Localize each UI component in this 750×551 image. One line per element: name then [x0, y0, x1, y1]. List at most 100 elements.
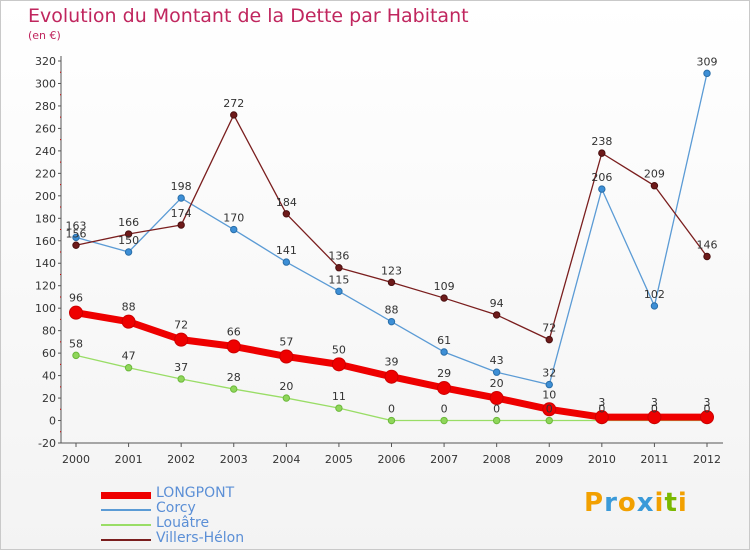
data-label-louatre: 11	[332, 390, 346, 403]
logo-letter: i	[677, 488, 688, 518]
data-point-villers-helon	[703, 252, 711, 261]
data-point-longpont	[174, 332, 189, 347]
data-point-corcy	[230, 225, 238, 234]
data-label-corcy: 43	[490, 354, 504, 367]
y-tick-label: -20	[38, 437, 56, 450]
x-tick-label: 2000	[62, 453, 90, 466]
data-label-louatre: 20	[279, 380, 293, 393]
data-label-corcy: 309	[697, 55, 718, 68]
x-tick-label: 2005	[325, 453, 353, 466]
data-point-longpont	[331, 357, 346, 372]
proxiti-logo: Proxiti	[584, 488, 688, 518]
data-point-louatre	[72, 351, 80, 360]
data-point-longpont	[594, 410, 609, 425]
data-label-villers-helon: 146	[697, 238, 718, 251]
logo-letter: r	[604, 488, 618, 518]
data-label-corcy: 198	[171, 180, 192, 193]
data-point-corcy	[545, 380, 553, 389]
data-label-corcy: 150	[118, 234, 139, 247]
y-tick-label: 180	[35, 212, 56, 225]
legend-swatch-villers-helon	[101, 539, 151, 541]
data-point-corcy	[598, 185, 606, 193]
data-point-longpont	[700, 410, 714, 425]
y-tick-label: 40	[42, 370, 56, 383]
data-point-villers-helon	[650, 182, 659, 190]
y-tick-label: 280	[35, 100, 56, 113]
data-label-corcy: 170	[223, 212, 244, 225]
data-point-louatre	[440, 416, 448, 425]
y-tick-label: 320	[35, 55, 56, 68]
data-label-villers-helon: 272	[223, 97, 244, 110]
data-point-louatre	[282, 394, 291, 402]
y-tick-label: 240	[35, 145, 56, 158]
data-label-villers-helon: 166	[118, 216, 139, 229]
data-label-louatre: 47	[122, 350, 136, 363]
data-point-longpont	[121, 314, 136, 329]
legend-label-louatre: Louâtre	[156, 515, 210, 531]
data-label-louatre: 0	[493, 403, 500, 416]
data-label-louatre: 0	[546, 403, 553, 416]
data-label-longpont: 96	[69, 292, 83, 305]
y-tick-label: 300	[35, 77, 56, 90]
data-point-villers-helon	[387, 278, 396, 287]
data-label-villers-helon: 109	[434, 280, 455, 293]
data-label-longpont: 3	[704, 396, 711, 409]
y-tick-label: 20	[42, 392, 56, 405]
data-point-louatre	[545, 416, 553, 425]
y-tick-label: 0	[49, 415, 56, 428]
x-tick-label: 2002	[167, 453, 195, 466]
data-point-louatre	[335, 404, 343, 412]
data-point-villers-helon	[598, 149, 606, 157]
data-point-longpont	[384, 369, 399, 384]
data-point-villers-helon	[335, 264, 343, 272]
x-tick-label: 2008	[483, 453, 511, 466]
data-label-louatre: 0	[441, 403, 448, 416]
data-label-corcy: 102	[644, 288, 665, 301]
logo-letter: o	[617, 488, 637, 518]
data-label-villers-helon: 238	[591, 135, 612, 148]
x-tick-label: 2006	[378, 453, 406, 466]
data-label-louatre: 58	[69, 337, 83, 350]
data-point-villers-helon	[72, 241, 80, 249]
data-label-longpont: 72	[174, 319, 188, 332]
data-point-longpont	[69, 305, 83, 320]
data-point-villers-helon	[440, 294, 448, 302]
legend-label-corcy: Corcy	[156, 500, 196, 516]
data-point-longpont	[437, 380, 452, 395]
data-point-longpont	[279, 349, 294, 364]
data-label-corcy: 163	[66, 219, 87, 232]
y-tick-label: 80	[42, 325, 56, 338]
data-label-corcy: 61	[437, 334, 451, 347]
x-tick-label: 2009	[535, 453, 563, 466]
y-tick-label: 160	[35, 235, 56, 248]
y-tick-label: 200	[35, 190, 56, 203]
data-label-villers-helon: 94	[490, 297, 504, 310]
data-point-longpont	[647, 410, 662, 425]
y-tick-label: 140	[35, 257, 56, 270]
legend-swatch-corcy	[101, 509, 151, 511]
data-point-longpont	[489, 391, 504, 406]
data-label-louatre: 37	[174, 361, 188, 374]
data-label-longpont: 39	[385, 356, 399, 369]
y-tick-label: 100	[35, 302, 56, 315]
data-label-corcy: 32	[542, 367, 556, 380]
y-tick-label: 220	[35, 167, 56, 180]
data-point-louatre	[387, 416, 396, 425]
data-point-corcy	[492, 368, 501, 376]
y-tick-label: 60	[42, 347, 56, 360]
y-tick-label: 260	[35, 122, 56, 135]
y-tick-label: 120	[35, 280, 56, 293]
data-label-longpont: 66	[227, 325, 241, 338]
data-label-villers-helon: 136	[328, 250, 349, 263]
data-point-longpont	[542, 402, 557, 417]
data-label-villers-helon: 184	[276, 196, 297, 209]
data-label-longpont: 29	[437, 367, 451, 380]
data-label-longpont: 57	[279, 335, 293, 348]
data-label-villers-helon: 174	[171, 207, 192, 220]
data-label-longpont: 88	[122, 301, 136, 314]
x-tick-label: 2001	[115, 453, 143, 466]
data-point-corcy	[703, 69, 711, 78]
data-label-louatre: 0	[598, 403, 605, 416]
legend-swatch-louatre	[101, 524, 151, 526]
